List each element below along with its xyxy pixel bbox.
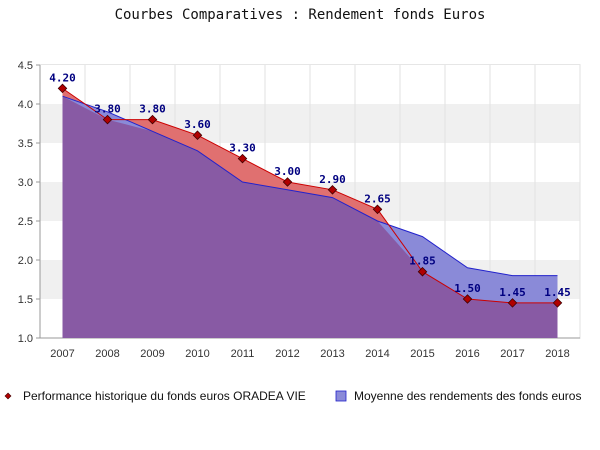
- y-tick-label: 3.5: [18, 138, 33, 150]
- y-tick-label: 2.5: [18, 216, 33, 228]
- y-tick-label: 1.0: [18, 333, 33, 345]
- data-point: [147, 114, 158, 125]
- data-point: [237, 153, 248, 164]
- data-label: 3.00: [274, 165, 301, 178]
- data-label: 1.50: [454, 282, 481, 295]
- y-tick-label: 3.0: [18, 177, 33, 189]
- x-tick-label: 2010: [185, 348, 209, 360]
- data-point: [192, 130, 203, 140]
- chart-title: Courbes Comparatives : Rendement fonds E…: [115, 7, 486, 23]
- data-point: [57, 83, 68, 94]
- data-point: [462, 294, 473, 304]
- legend-label-series-1: Performance historique du fonds euros OR…: [23, 389, 306, 403]
- x-tick-label: 2016: [455, 348, 479, 360]
- data-label: 3.30: [229, 142, 256, 155]
- data-label: 2.90: [319, 173, 346, 186]
- y-tick-label: 4.5: [18, 60, 33, 72]
- series-1-line: [62, 87, 558, 304]
- data-point: [327, 185, 338, 195]
- data-label: 1.45: [499, 286, 526, 299]
- y-tick-label: 1.5: [18, 294, 33, 306]
- x-tick-label: 2008: [95, 348, 119, 360]
- series-2-line: [62, 95, 558, 277]
- data-label: 3.80: [94, 103, 121, 116]
- series-markers: [57, 83, 563, 308]
- x-tick-label: 2018: [545, 348, 569, 360]
- data-point: [507, 298, 518, 308]
- data-point: [102, 114, 113, 125]
- legend-marker-series-2: [335, 390, 347, 402]
- x-tick-label: 2017: [500, 348, 524, 360]
- series-lines: [62, 87, 558, 304]
- x-tick-label: 2009: [140, 348, 164, 360]
- data-point: [552, 298, 563, 308]
- data-label: 2.65: [364, 192, 391, 205]
- data-label: 3.80: [139, 103, 166, 116]
- data-label: 4.20: [49, 71, 76, 84]
- x-axis: 2007 2008 2009 2010 2011 2012 2013 2014 2015 2016…: [40, 337, 580, 360]
- x-tick-label: 2015: [410, 348, 434, 360]
- data-label: 1.45: [544, 286, 571, 299]
- legend-marker-series-1: [4, 392, 12, 400]
- legend: Performance historique du fonds euros OR…: [4, 389, 581, 403]
- y-tick-label: 2.0: [18, 255, 33, 267]
- data-point: [417, 266, 428, 277]
- data-labels: 4.20 3.80 3.80 3.60 3.30 3.00 2.90 2.65 1.85 1.50…: [49, 71, 571, 299]
- legend-label-series-2: Moyenne des rendements des fonds euros: [354, 389, 581, 403]
- x-tick-label: 2012: [275, 348, 299, 360]
- y-axis: 1.0 1.5 2.0 2.5 3.0 3.5 4.0 4.5: [18, 60, 41, 345]
- overlap-area: [62, 96, 558, 338]
- data-point: [372, 204, 383, 215]
- x-tick-label: 2011: [231, 348, 255, 360]
- data-point: [282, 177, 293, 187]
- series-areas: [62, 88, 558, 339]
- x-tick-label: 2013: [320, 348, 344, 360]
- data-label: 3.60: [184, 118, 211, 131]
- y-tick-label: 4.0: [18, 99, 33, 111]
- x-tick-label: 2014: [365, 348, 389, 360]
- x-tick-label: 2007: [50, 348, 74, 360]
- data-label: 1.85: [409, 255, 436, 268]
